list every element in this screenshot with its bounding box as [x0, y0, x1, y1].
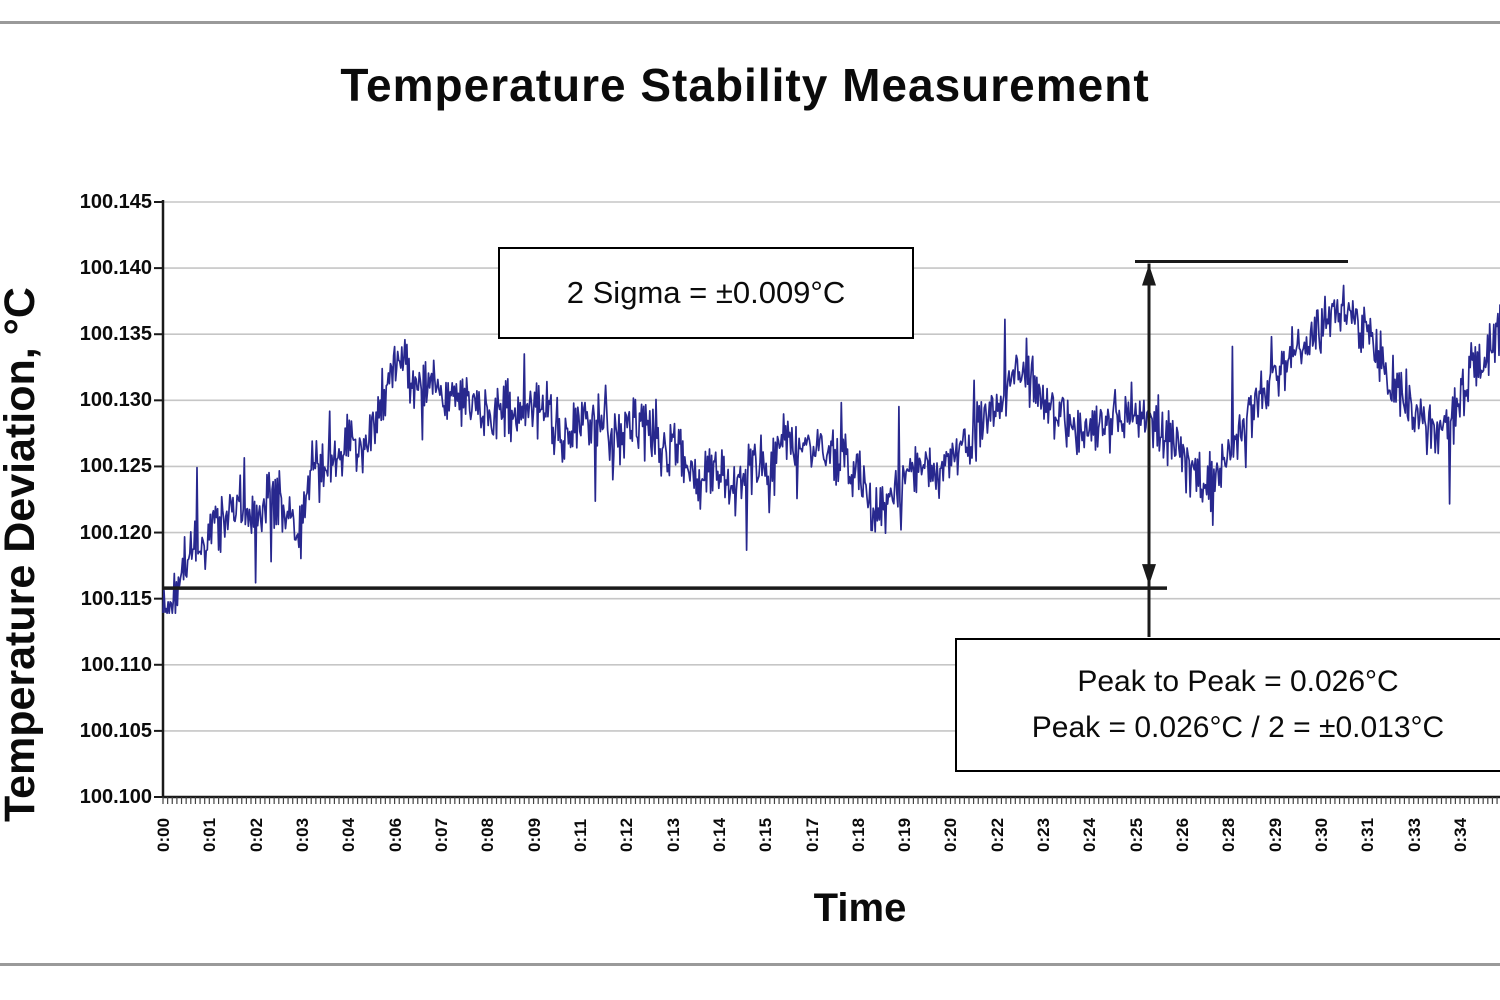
x-tick-label: 0:22: [987, 817, 1007, 852]
x-tick-label: 0:17: [802, 817, 822, 852]
x-tick-label: 0:00: [154, 817, 173, 852]
peak-to-peak-line1: Peak to Peak = 0.026°C: [1077, 664, 1399, 698]
x-tick-label: 0:23: [1034, 817, 1054, 852]
x-tick-label: 0:03: [292, 817, 312, 852]
y-tick-label: 100.100: [79, 786, 152, 808]
x-tick-label: 0:07: [431, 817, 451, 852]
x-tick-label: 0:13: [663, 817, 683, 852]
x-axis-title: Time: [813, 886, 907, 930]
x-tick-label: 0:09: [524, 817, 544, 852]
x-tick-label: 0:12: [617, 817, 637, 852]
peak-to-peak-line2: Peak = 0.026°C / 2 = ±0.013°C: [1031, 711, 1445, 744]
x-tick-label: 0:01: [200, 817, 220, 852]
x-tick-label: 0:02: [246, 817, 266, 852]
y-tick-label: 100.130: [79, 389, 152, 412]
x-tick-label: 0:14: [709, 817, 729, 852]
y-tick-label: 100.110: [80, 653, 152, 676]
x-tick-label: 0:18: [848, 817, 868, 852]
x-tick-label: 0:24: [1080, 817, 1100, 852]
y-tick-label: 100.115: [80, 587, 152, 610]
x-tick-label: 0:06: [385, 817, 405, 852]
arrow-head-up-icon: [1142, 264, 1156, 286]
x-tick-label: 0:28: [1219, 817, 1239, 852]
y-tick-label: 100.140: [79, 257, 152, 280]
x-tick-label: 0:31: [1358, 817, 1378, 852]
two-sigma-annotation-box: 2 Sigma = ±0.009°C: [498, 247, 914, 339]
x-tick-label: 0:19: [895, 817, 915, 852]
x-tick-label: 0:26: [1173, 817, 1193, 852]
x-tick-label: 0:15: [756, 817, 776, 852]
x-tick-label: 0:04: [339, 817, 359, 852]
chart-title: Temperature Stability Measurement: [340, 59, 1150, 111]
x-tick-label: 0:11: [570, 818, 590, 852]
top-rule-divider: [0, 21, 1500, 24]
y-tick-label: 100.120: [79, 521, 152, 544]
x-tick-label: 0:34: [1451, 817, 1470, 852]
y-tick-label: 100.125: [79, 455, 152, 478]
y-tick-label: 100.135: [79, 323, 152, 346]
x-tick-label: 0:20: [941, 817, 961, 852]
y-tick-label: 100.145: [79, 191, 152, 213]
peak-to-peak-annotation-box: Peak to Peak = 0.026°C Peak = 0.026°C / …: [955, 638, 1500, 772]
temperature-trace: [162, 284, 1500, 615]
x-tick-label: 0:30: [1312, 817, 1332, 852]
x-tick-label: 0:29: [1265, 817, 1285, 852]
x-tick-label: 0:08: [478, 817, 498, 852]
arrow-head-down-icon: [1142, 564, 1156, 586]
two-sigma-annotation-text: 2 Sigma = ±0.009°C: [566, 275, 846, 310]
x-tick-label: 0:25: [1126, 817, 1146, 852]
bottom-rule-divider: [0, 963, 1500, 966]
y-tick-label: 100.105: [79, 719, 152, 742]
x-tick-label: 0:33: [1404, 817, 1424, 852]
